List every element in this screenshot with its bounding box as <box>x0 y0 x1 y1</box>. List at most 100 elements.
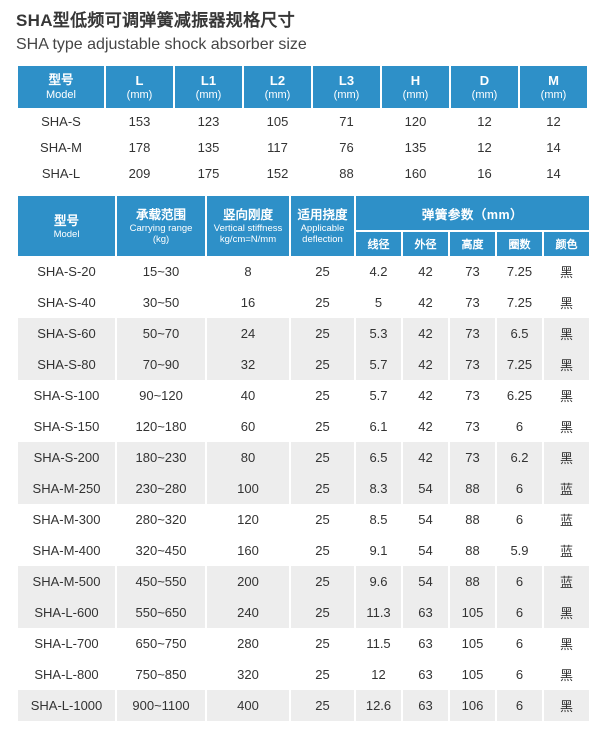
header-unit: (mm) <box>402 88 429 101</box>
value-cell: 黑 <box>544 659 590 690</box>
value-cell: 88 <box>450 535 495 566</box>
value-cell: 40 <box>207 380 289 411</box>
value-cell: 123 <box>175 108 242 134</box>
value-cell: 42 <box>403 442 448 473</box>
header-label-zh: 适用挠度 <box>297 208 348 222</box>
value-cell: 6.25 <box>497 380 542 411</box>
value-cell: 11.5 <box>356 628 401 659</box>
value-cell: 120 <box>207 504 289 535</box>
header-unit: (mm) <box>540 88 567 101</box>
value-cell: 160 <box>382 160 449 186</box>
value-cell: 105 <box>450 628 495 659</box>
model-cell: SHA-S-80 <box>18 349 115 380</box>
size-table-body: SHA-S 153 123 105 71 120 12 12 SHA-M 178 135 117 76 1… <box>18 108 587 186</box>
value-cell: 12 <box>451 108 518 134</box>
model-cell: SHA-S-40 <box>18 287 115 318</box>
model-cell: SHA-L-600 <box>18 597 115 628</box>
value-cell: 100 <box>207 473 289 504</box>
value-cell: 黑 <box>544 380 590 411</box>
header-label-en: Vertical stiffness <box>213 223 283 234</box>
spec-subcol-wire-diameter: 线径 <box>356 232 401 256</box>
spec-col-header-vertical-stiffness: 竖向刚度 Vertical stiffness kg/cm=N/mm <box>207 196 289 256</box>
value-cell: 63 <box>403 628 448 659</box>
value-cell: 42 <box>403 256 448 287</box>
value-cell: 900~1100 <box>117 690 205 721</box>
table-row: SHA-S-80 70~90 32 25 5.7 42 73 7.25 黑 <box>18 349 590 380</box>
header-label: L1 <box>200 72 217 88</box>
value-cell: 25 <box>291 349 354 380</box>
table-row: SHA-S-200 180~230 80 25 6.5 42 73 6.2 黑 <box>18 442 590 473</box>
table-row: SHA-S-20 15~30 8 25 4.2 42 73 7.25 黑 <box>18 256 590 287</box>
header-label-zh: 竖向刚度 <box>222 208 273 222</box>
value-cell: 70~90 <box>117 349 205 380</box>
value-cell: 60 <box>207 411 289 442</box>
spec-col-header-applicable-deflection: 适用挠度 Applicable deflection <box>291 196 354 256</box>
value-cell: 6 <box>497 411 542 442</box>
size-col-header-D: D (mm) <box>451 66 518 108</box>
size-col-header-H: H (mm) <box>382 66 449 108</box>
size-table-header-row: 型号 Model L (mm) L1 (mm) L2 (mm) L3 (mm <box>18 66 587 108</box>
value-cell: 153 <box>106 108 173 134</box>
table-row: SHA-S-60 50~70 24 25 5.3 42 73 6.5 黑 <box>18 318 590 349</box>
value-cell: 8.3 <box>356 473 401 504</box>
value-cell: 12.6 <box>356 690 401 721</box>
value-cell: 88 <box>313 160 380 186</box>
table-row: SHA-M-500 450~550 200 25 9.6 54 88 6 蓝 <box>18 566 590 597</box>
value-cell: 14 <box>520 160 587 186</box>
size-col-header-model: 型号 Model <box>18 66 104 108</box>
value-cell: 9.1 <box>356 535 401 566</box>
page-title-en: SHA type adjustable shock absorber size <box>16 36 307 53</box>
table-row: SHA-M-250 230~280 100 25 8.3 54 88 6 蓝 <box>18 473 590 504</box>
value-cell: 105 <box>244 108 311 134</box>
table-row: SHA-L 209 175 152 88 160 16 14 <box>18 160 587 186</box>
size-table: 型号 Model L (mm) L1 (mm) L2 (mm) L3 (mm <box>16 66 589 186</box>
value-cell: 5.3 <box>356 318 401 349</box>
spec-group-header-spring-params: 弹簧参数（mm） <box>356 196 590 232</box>
header-label-en: Carrying range <box>129 223 193 234</box>
header-label: H <box>410 72 421 88</box>
table-row: SHA-L-1000 900~1100 400 25 12.6 63 106 6 黑 <box>18 690 590 721</box>
header-label-zh: 型号 <box>48 72 74 87</box>
value-cell: 黑 <box>544 287 590 318</box>
spec-table-subheader-row: 线径 外径 高度 圈数 颜色 <box>18 232 590 256</box>
spec-subcol-color: 颜色 <box>544 232 590 256</box>
header-label-en: Model <box>53 228 80 240</box>
value-cell: 6 <box>497 504 542 535</box>
value-cell: 25 <box>291 473 354 504</box>
spec-subcol-height: 高度 <box>450 232 495 256</box>
value-cell: 24 <box>207 318 289 349</box>
model-cell: SHA-S-100 <box>18 380 115 411</box>
table-row: SHA-S 153 123 105 71 120 12 12 <box>18 108 587 134</box>
value-cell: 209 <box>106 160 173 186</box>
value-cell: 12 <box>356 659 401 690</box>
spec-table-body: SHA-S-20 15~30 8 25 4.2 42 73 7.25 黑 SHA-S-40 30~5… <box>18 256 590 721</box>
spring-spec-table: 型号 Model 承载范围 Carrying range (kg) 竖向刚度 V… <box>16 196 591 721</box>
value-cell: 117 <box>244 134 311 160</box>
value-cell: 5 <box>356 287 401 318</box>
value-cell: 63 <box>403 597 448 628</box>
value-cell: 6.5 <box>356 442 401 473</box>
value-cell: 5.9 <box>497 535 542 566</box>
value-cell: 6 <box>497 659 542 690</box>
value-cell: 25 <box>291 318 354 349</box>
value-cell: 7.25 <box>497 256 542 287</box>
value-cell: 120~180 <box>117 411 205 442</box>
value-cell: 15~30 <box>117 256 205 287</box>
header-unit: (mm) <box>471 88 498 101</box>
value-cell: 11.3 <box>356 597 401 628</box>
page-title-zh: SHA型低频可调弹簧减振器规格尺寸 <box>16 11 295 30</box>
value-cell: 90~120 <box>117 380 205 411</box>
value-cell: 16 <box>207 287 289 318</box>
value-cell: 54 <box>403 566 448 597</box>
value-cell: 400 <box>207 690 289 721</box>
value-cell: 黑 <box>544 597 590 628</box>
header-label-en: Model <box>46 88 76 101</box>
value-cell: 73 <box>450 256 495 287</box>
value-cell: 6 <box>497 473 542 504</box>
spec-subcol-outer-diameter: 外径 <box>403 232 448 256</box>
value-cell: 54 <box>403 535 448 566</box>
model-cell: SHA-L-1000 <box>18 690 115 721</box>
header-label: D <box>479 72 490 88</box>
value-cell: 42 <box>403 349 448 380</box>
model-cell: SHA-S-150 <box>18 411 115 442</box>
